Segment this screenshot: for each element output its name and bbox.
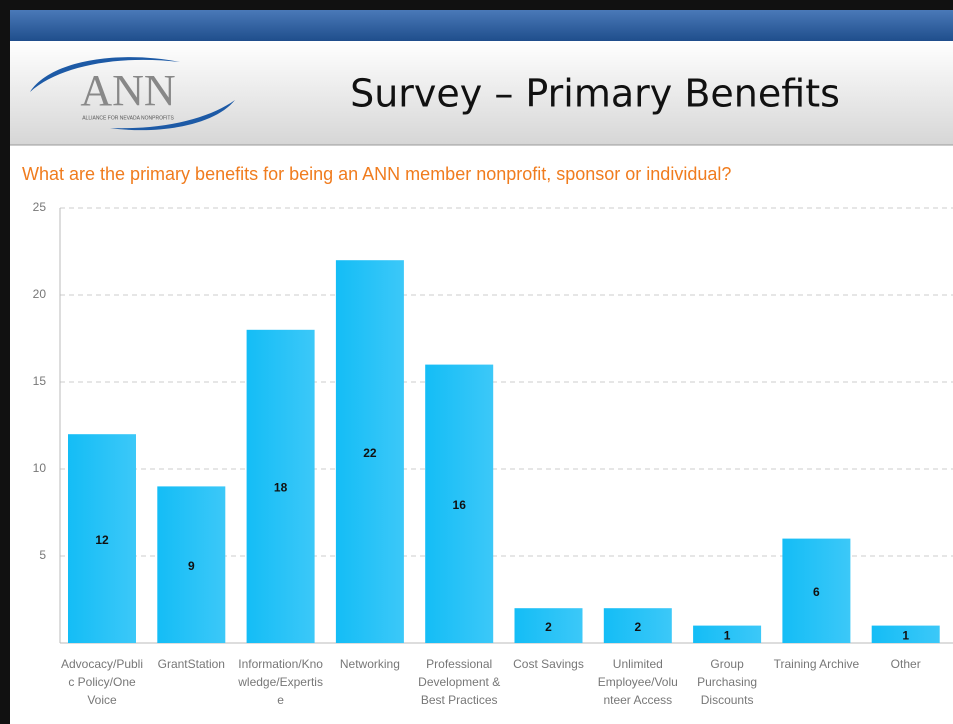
bar bbox=[693, 625, 762, 643]
value-label: 12 bbox=[95, 533, 109, 547]
logo-text: ANN bbox=[80, 66, 175, 115]
chart-title: What are the primary benefits for being … bbox=[22, 164, 731, 184]
logo-tagline: ALLIANCE FOR NEVADA NONPROFITS bbox=[82, 115, 174, 121]
x-tick-label: Information/Knowledge/Expertise bbox=[238, 657, 323, 707]
bar bbox=[157, 486, 226, 643]
x-tick-label: Training Archive bbox=[773, 657, 860, 671]
y-tick-label: 5 bbox=[39, 548, 46, 562]
bar bbox=[603, 608, 672, 643]
x-tick-label: GrantStation bbox=[157, 657, 225, 671]
x-tick-label: Advocacy/Public Policy/One Voice bbox=[60, 657, 144, 707]
value-label: 6 bbox=[813, 585, 820, 599]
y-tick-label: 15 bbox=[33, 374, 47, 388]
logo-swoosh bbox=[30, 57, 180, 92]
x-tick-label: Professional Development & Best Practice… bbox=[418, 657, 501, 707]
x-tick-label: Cost Savings bbox=[513, 657, 584, 671]
value-label: 16 bbox=[453, 498, 467, 512]
value-label: 1 bbox=[902, 628, 909, 642]
bar bbox=[246, 329, 315, 643]
value-label: 2 bbox=[545, 620, 552, 634]
value-label: 18 bbox=[274, 481, 288, 495]
y-tick-label: 25 bbox=[33, 200, 47, 214]
bar bbox=[514, 608, 583, 643]
value-label: 2 bbox=[634, 620, 641, 634]
top-bar bbox=[10, 10, 953, 41]
frame-left bbox=[0, 0, 10, 724]
x-tick-label: Group Purchasing Discounts bbox=[697, 657, 758, 707]
bar bbox=[335, 260, 404, 643]
y-tick-label: 10 bbox=[33, 461, 47, 475]
value-label: 22 bbox=[363, 446, 377, 460]
bar bbox=[425, 364, 494, 643]
x-tick-label: Networking bbox=[339, 657, 400, 671]
slide-title: Survey – Primary Benefits bbox=[350, 72, 840, 116]
bar bbox=[68, 434, 136, 643]
bar bbox=[782, 538, 851, 643]
bar bbox=[871, 625, 940, 643]
x-tick-label: Unlimited Employee/Volunteer Access bbox=[597, 657, 678, 707]
value-label: 9 bbox=[188, 559, 195, 573]
logo-swoosh bbox=[110, 100, 235, 131]
y-tick-label: 20 bbox=[33, 287, 47, 301]
x-tick-label: Other bbox=[890, 657, 921, 671]
value-label: 1 bbox=[724, 628, 731, 642]
frame-top bbox=[0, 0, 953, 10]
